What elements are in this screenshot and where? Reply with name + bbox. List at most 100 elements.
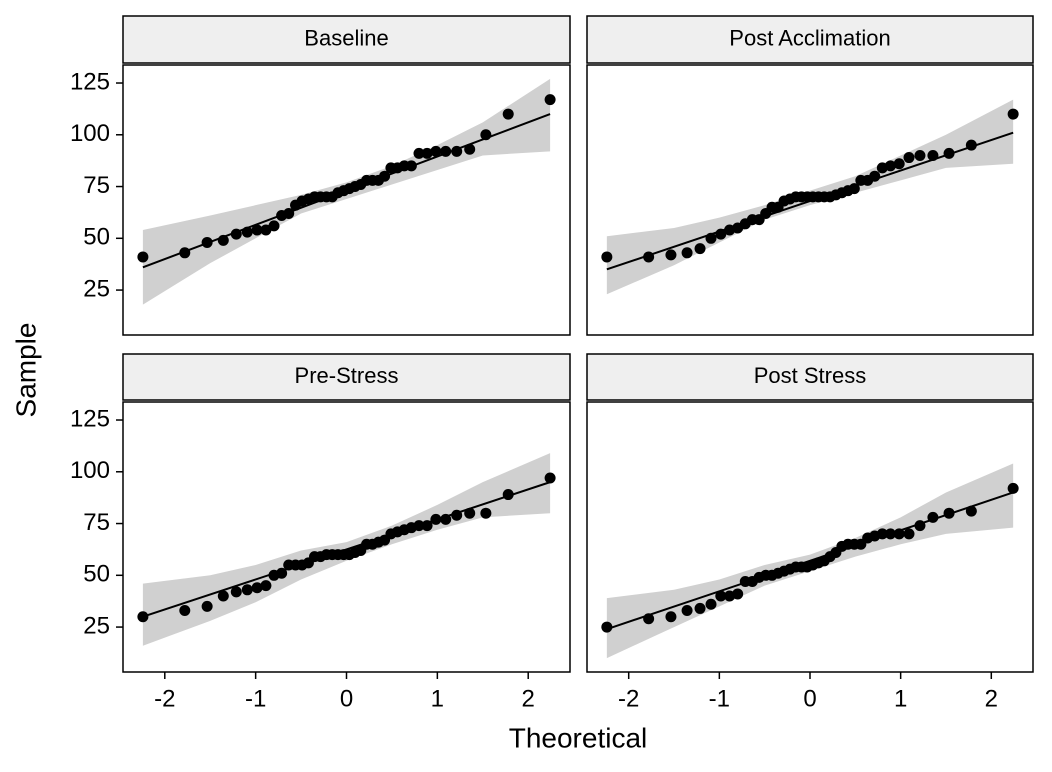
point (732, 588, 744, 600)
point (903, 152, 915, 164)
point (413, 520, 425, 532)
point (876, 528, 888, 540)
point (251, 224, 263, 236)
point (260, 580, 272, 592)
y-tick-label: 25 (83, 275, 110, 302)
point (179, 605, 191, 617)
y-tick-label: 75 (83, 172, 110, 199)
point (480, 129, 492, 141)
x-tick-label: 2 (985, 685, 998, 712)
strip-title: Post Stress (754, 363, 866, 388)
point (694, 243, 706, 255)
x-tick-label: 0 (340, 685, 353, 712)
point (884, 160, 896, 172)
point (201, 600, 213, 612)
point (884, 528, 896, 540)
x-tick-label: -1 (709, 685, 730, 712)
y-tick-label: 100 (70, 120, 110, 147)
point (1007, 482, 1019, 494)
point (241, 226, 253, 238)
x-tick-label: -2 (154, 685, 175, 712)
strip-title: Post Acclimation (729, 25, 890, 50)
point (405, 160, 417, 172)
point (137, 251, 149, 263)
y-tick-label: 25 (83, 612, 110, 639)
point (544, 472, 556, 484)
point (601, 621, 613, 633)
y-tick-label: 50 (83, 224, 110, 251)
x-tick-label: 1 (894, 685, 907, 712)
point (464, 143, 476, 155)
point (903, 528, 915, 540)
point (379, 170, 391, 182)
point (665, 611, 677, 623)
point (230, 586, 242, 598)
point (268, 220, 280, 232)
point (914, 520, 926, 532)
point (1007, 108, 1019, 120)
point (715, 228, 727, 240)
point (451, 145, 463, 157)
x-tick-label: 0 (803, 685, 816, 712)
point (893, 528, 905, 540)
strip-title: Baseline (304, 25, 388, 50)
panel-border (586, 64, 1034, 336)
point (413, 147, 425, 159)
x-tick-label: 2 (522, 685, 535, 712)
y-tick-label: 125 (70, 68, 110, 95)
point (705, 232, 717, 244)
qq-line (142, 481, 551, 618)
point (217, 234, 229, 246)
point (927, 149, 939, 161)
point (943, 147, 955, 159)
point (927, 511, 939, 523)
point (241, 584, 253, 596)
point (694, 602, 706, 614)
strip (586, 353, 1034, 401)
point (965, 505, 977, 517)
point (705, 598, 717, 610)
point (230, 228, 242, 240)
point (179, 247, 191, 259)
point (544, 94, 556, 106)
strip (122, 353, 571, 401)
point (643, 251, 655, 263)
strip-title: Pre-Stress (295, 363, 399, 388)
y-tick-label: 125 (70, 405, 110, 432)
panel-border (122, 401, 571, 673)
y-axis-title: Sample (10, 323, 41, 418)
x-tick-label: -2 (618, 685, 639, 712)
point (421, 520, 433, 532)
point (502, 108, 514, 120)
point (601, 251, 613, 263)
point (869, 170, 881, 182)
point (217, 590, 229, 602)
point (260, 224, 272, 236)
point (943, 507, 955, 519)
panel-border (122, 64, 571, 336)
point (430, 145, 442, 157)
point (665, 249, 677, 261)
point (681, 247, 693, 259)
point (480, 507, 492, 519)
point (276, 567, 288, 579)
point (201, 236, 213, 248)
point (681, 605, 693, 617)
x-tick-label: 1 (431, 685, 444, 712)
y-tick-label: 75 (83, 509, 110, 536)
x-tick-label: -1 (245, 685, 266, 712)
point (421, 147, 433, 159)
point (914, 149, 926, 161)
y-tick-label: 50 (83, 561, 110, 588)
x-axis-title: Theoretical (509, 722, 648, 753)
point (137, 611, 149, 623)
point (643, 613, 655, 625)
point (430, 513, 442, 525)
point (451, 509, 463, 521)
point (440, 513, 452, 525)
point (715, 590, 727, 602)
point (848, 183, 860, 195)
strip (586, 15, 1034, 64)
